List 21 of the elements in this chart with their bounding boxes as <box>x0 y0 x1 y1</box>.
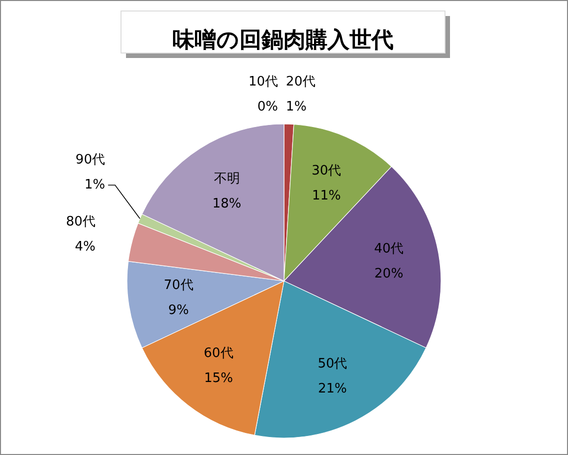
data-label: 20% <box>374 266 404 282</box>
category-label: 10代 <box>248 74 278 90</box>
slice-label: 70代 <box>164 278 194 294</box>
text: 0% <box>257 100 278 115</box>
slice-label: 90代 <box>76 152 106 168</box>
data-label: 1% <box>286 100 307 115</box>
data-label: 1% <box>84 178 106 193</box>
slice-label: 50代 <box>318 356 348 372</box>
slice-label: 30代 <box>312 164 342 179</box>
slice-label: 80代 <box>66 214 96 230</box>
slice-label: 20代 <box>286 74 316 90</box>
data-label: 18% <box>212 196 242 212</box>
slice-label: 40代 <box>374 242 404 257</box>
data-label: 11% <box>312 188 341 204</box>
chart-title: 味噌の回鍋肉購入世代 <box>172 28 394 54</box>
slice-label: 60代 <box>204 346 234 361</box>
data-label: 15% <box>204 370 234 386</box>
slice-label: 不明 <box>214 171 240 186</box>
data-label: 4% <box>74 240 96 255</box>
data-label: 21% <box>318 382 347 397</box>
data-label: 9% <box>168 303 189 318</box>
